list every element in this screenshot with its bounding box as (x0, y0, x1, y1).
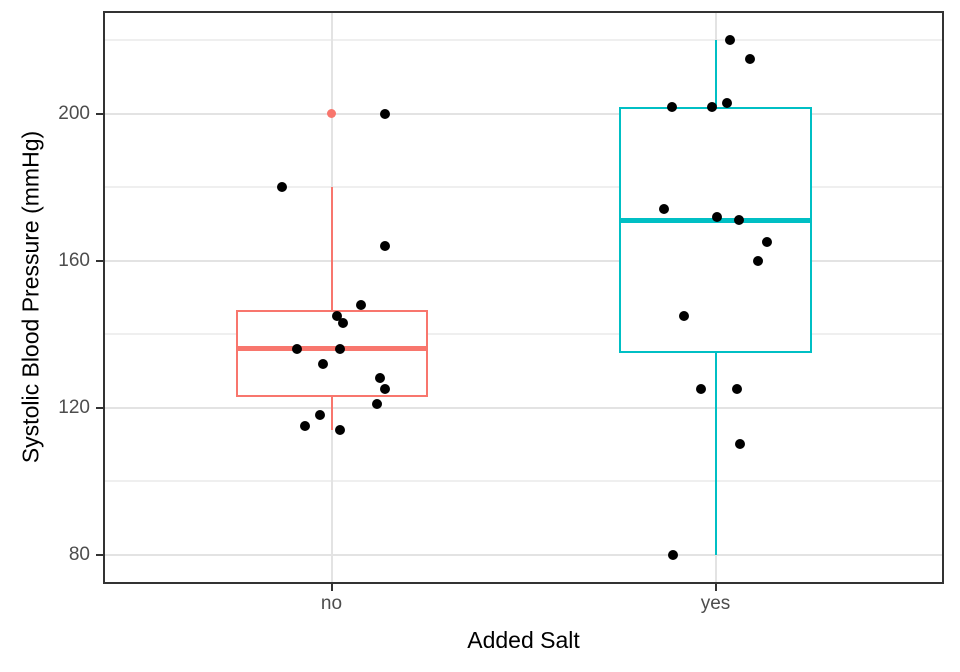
y-tick-mark (96, 112, 103, 115)
x-tick-label: no (320, 593, 343, 614)
x-tick-label: yes (700, 593, 731, 614)
jitter-point (277, 182, 287, 193)
jitter-point (668, 549, 678, 560)
jitter-point (696, 384, 706, 395)
jitter-point (762, 237, 772, 248)
jitter-point (732, 384, 742, 395)
jitter-point (380, 384, 390, 395)
x-axis-title: Added Salt (467, 627, 580, 653)
jitter-point (292, 343, 302, 354)
jitter-point (335, 424, 345, 435)
gridline-major (105, 553, 942, 556)
plot-panel (103, 11, 944, 584)
gridline-minor (105, 186, 942, 189)
jitter-point (735, 439, 745, 450)
gridline-major (105, 112, 942, 115)
jitter-point (380, 241, 390, 252)
jitter-point (356, 299, 366, 310)
y-tick-mark (96, 553, 103, 556)
jitter-point (375, 373, 385, 384)
y-tick-label: 160 (58, 249, 90, 271)
jitter-point (338, 318, 348, 329)
median-no (235, 346, 428, 352)
box-no (235, 310, 428, 397)
y-tick-mark (96, 406, 103, 409)
jitter-point (745, 53, 755, 64)
jitter-point (722, 97, 732, 108)
x-tick-mark (330, 584, 333, 591)
gridline-minor (105, 333, 942, 336)
jitter-point (318, 358, 328, 369)
gridline-major (105, 406, 942, 409)
gridline-minor (105, 480, 942, 483)
outlier-point (327, 109, 336, 119)
y-tick-label: 120 (58, 396, 90, 418)
jitter-point (372, 399, 382, 410)
jitter-point (300, 421, 310, 432)
jitter-point (667, 101, 677, 112)
gridline-minor (105, 39, 942, 42)
y-tick-label: 80 (68, 543, 90, 565)
jitter-point (335, 343, 345, 354)
jitter-point (659, 204, 669, 215)
jitter-point (712, 211, 722, 222)
x-tick-mark (714, 584, 717, 591)
jitter-point (679, 310, 689, 321)
y-tick-label: 200 (58, 102, 90, 124)
whisker-upper-no (330, 187, 333, 311)
jitter-point (725, 35, 735, 46)
gridline-major (105, 259, 942, 262)
jitter-point (380, 108, 390, 119)
jitter-point (753, 255, 763, 266)
whisker-upper-yes (714, 40, 717, 107)
box-yes (619, 106, 812, 353)
y-tick-mark (96, 259, 103, 262)
jitter-point (734, 215, 744, 226)
whisker-lower-yes (714, 352, 717, 555)
jitter-point (707, 101, 717, 112)
whisker-lower-no (330, 396, 333, 430)
jitter-point (315, 410, 325, 421)
jitter-point (332, 310, 342, 321)
